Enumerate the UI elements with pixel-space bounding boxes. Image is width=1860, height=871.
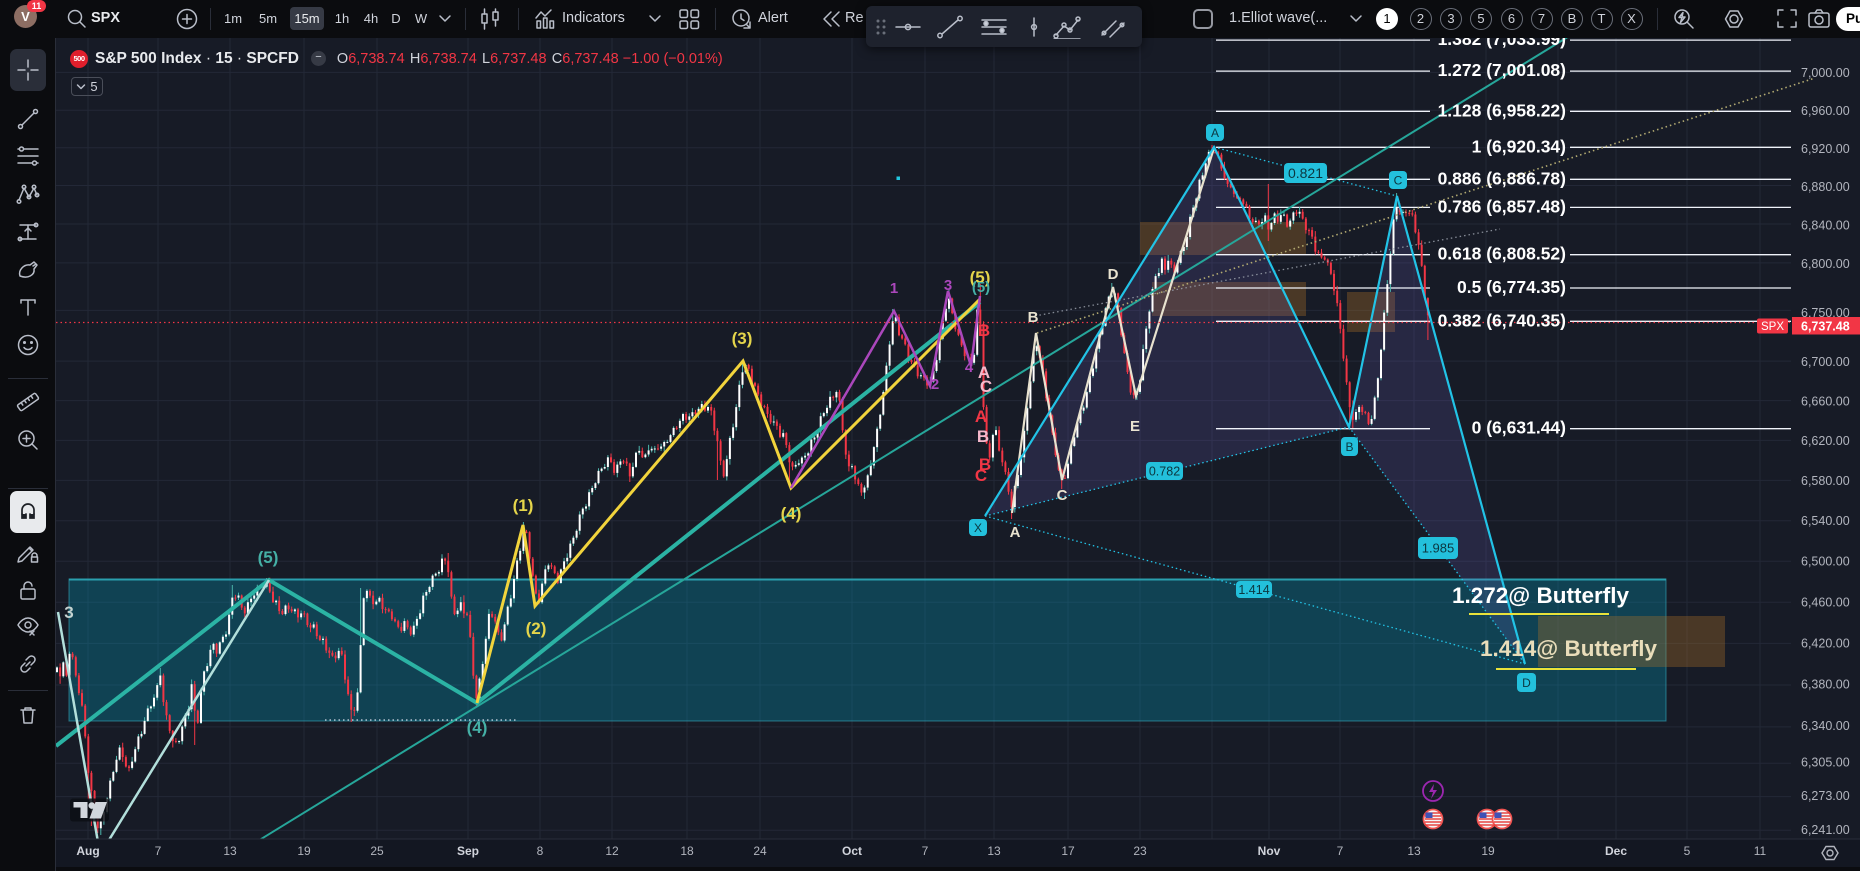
svg-text:17: 17 bbox=[1061, 844, 1075, 858]
svg-text:11: 11 bbox=[1754, 844, 1767, 858]
svg-text:6,880.00: 6,880.00 bbox=[1801, 180, 1850, 194]
svg-text:6,960.00: 6,960.00 bbox=[1801, 104, 1850, 118]
svg-text:6,241.00: 6,241.00 bbox=[1801, 823, 1850, 837]
svg-text:0.782: 0.782 bbox=[1149, 465, 1180, 479]
svg-text:D: D bbox=[1522, 676, 1531, 690]
svg-text:2: 2 bbox=[931, 376, 939, 393]
svg-text:C: C bbox=[975, 466, 987, 485]
svg-text:(4): (4) bbox=[467, 718, 488, 737]
svg-text:0.786 (6,857.48): 0.786 (6,857.48) bbox=[1438, 196, 1566, 216]
svg-text:A: A bbox=[975, 407, 987, 426]
svg-text:6,737.48: 6,737.48 bbox=[1801, 320, 1850, 334]
svg-text:6,800.00: 6,800.00 bbox=[1801, 257, 1850, 271]
svg-text:19: 19 bbox=[1481, 844, 1495, 858]
svg-text:13: 13 bbox=[1407, 844, 1421, 858]
svg-text:Dec: Dec bbox=[1605, 844, 1627, 858]
svg-text:6,620.00: 6,620.00 bbox=[1801, 434, 1850, 448]
svg-text:3: 3 bbox=[944, 277, 952, 294]
svg-text:B: B bbox=[1028, 309, 1039, 326]
svg-text:(5): (5) bbox=[972, 279, 990, 296]
svg-text:7: 7 bbox=[922, 844, 929, 858]
svg-text:(4): (4) bbox=[781, 504, 802, 523]
svg-text:6,305.00: 6,305.00 bbox=[1801, 756, 1850, 770]
svg-text:24: 24 bbox=[753, 844, 767, 858]
svg-text:5: 5 bbox=[1684, 844, 1691, 858]
svg-text:6,660.00: 6,660.00 bbox=[1801, 394, 1850, 408]
svg-text:C: C bbox=[980, 377, 992, 396]
svg-text:(5): (5) bbox=[970, 268, 991, 287]
svg-text:(5): (5) bbox=[258, 548, 279, 567]
svg-text:1.272 (7,001.08): 1.272 (7,001.08) bbox=[1438, 60, 1566, 80]
svg-text:A: A bbox=[1010, 524, 1021, 541]
svg-text:A: A bbox=[978, 363, 990, 382]
svg-text:23: 23 bbox=[1133, 844, 1147, 858]
svg-text:4: 4 bbox=[965, 359, 974, 376]
svg-text:0.886 (6,886.78): 0.886 (6,886.78) bbox=[1438, 168, 1566, 188]
svg-text:6,340.00: 6,340.00 bbox=[1801, 719, 1850, 733]
svg-text:13: 13 bbox=[987, 844, 1001, 858]
svg-text:6,540.00: 6,540.00 bbox=[1801, 514, 1850, 528]
svg-text:B: B bbox=[979, 455, 991, 474]
svg-text:D: D bbox=[1108, 266, 1119, 283]
svg-text:1.272@ Butterfly: 1.272@ Butterfly bbox=[1452, 583, 1629, 608]
svg-text:6,920.00: 6,920.00 bbox=[1801, 142, 1850, 156]
svg-text:0.618 (6,808.52): 0.618 (6,808.52) bbox=[1438, 244, 1566, 264]
svg-text:(2): (2) bbox=[526, 619, 547, 638]
svg-text:B: B bbox=[978, 321, 990, 340]
svg-text:6,273.00: 6,273.00 bbox=[1801, 789, 1850, 803]
svg-text:A: A bbox=[1211, 126, 1219, 140]
svg-text:B: B bbox=[1345, 440, 1353, 454]
svg-text:0 (6,631.44): 0 (6,631.44) bbox=[1472, 418, 1566, 438]
svg-text:0.382 (6,740.35): 0.382 (6,740.35) bbox=[1438, 310, 1566, 330]
svg-text:SPX: SPX bbox=[1761, 321, 1784, 333]
svg-text:3: 3 bbox=[64, 603, 73, 622]
svg-text:X: X bbox=[974, 521, 982, 535]
svg-text:6,460.00: 6,460.00 bbox=[1801, 595, 1850, 609]
svg-text:1.414: 1.414 bbox=[1238, 583, 1269, 597]
svg-text:6,580.00: 6,580.00 bbox=[1801, 474, 1850, 488]
svg-text:E: E bbox=[1130, 418, 1140, 435]
svg-text:(1): (1) bbox=[513, 496, 534, 515]
svg-text:7: 7 bbox=[155, 844, 162, 858]
svg-text:1.414@ Butterfly: 1.414@ Butterfly bbox=[1480, 636, 1657, 661]
svg-text:13: 13 bbox=[223, 844, 237, 858]
svg-text:8: 8 bbox=[537, 844, 544, 858]
svg-text:7,000.00: 7,000.00 bbox=[1801, 66, 1850, 80]
svg-text:Oct: Oct bbox=[842, 844, 862, 858]
svg-text:6,700.00: 6,700.00 bbox=[1801, 355, 1850, 369]
svg-text:C: C bbox=[1394, 173, 1403, 187]
svg-text:18: 18 bbox=[680, 844, 694, 858]
svg-text:6,420.00: 6,420.00 bbox=[1801, 636, 1850, 650]
svg-text:6,380.00: 6,380.00 bbox=[1801, 678, 1850, 692]
svg-text:25: 25 bbox=[370, 844, 384, 858]
svg-text:B: B bbox=[977, 427, 989, 446]
svg-text:6,750.00: 6,750.00 bbox=[1801, 306, 1850, 320]
svg-text:Sep: Sep bbox=[457, 844, 479, 858]
svg-text:Aug: Aug bbox=[76, 844, 99, 858]
svg-text:(3): (3) bbox=[732, 329, 753, 348]
svg-text:1.985: 1.985 bbox=[1422, 541, 1455, 556]
svg-text:1: 1 bbox=[890, 280, 898, 297]
svg-text:0.5 (6,774.35): 0.5 (6,774.35) bbox=[1457, 277, 1566, 297]
svg-text:C: C bbox=[1057, 487, 1068, 504]
svg-text:19: 19 bbox=[297, 844, 311, 858]
svg-text:12: 12 bbox=[605, 844, 619, 858]
svg-text:Nov: Nov bbox=[1258, 844, 1281, 858]
svg-text:6,840.00: 6,840.00 bbox=[1801, 219, 1850, 233]
svg-text:1.128 (6,958.22): 1.128 (6,958.22) bbox=[1438, 100, 1566, 120]
svg-text:1 (6,920.34): 1 (6,920.34) bbox=[1472, 136, 1566, 156]
svg-text:6,500.00: 6,500.00 bbox=[1801, 555, 1850, 569]
svg-text:7: 7 bbox=[1337, 844, 1344, 858]
svg-text:0.821: 0.821 bbox=[1288, 165, 1323, 181]
